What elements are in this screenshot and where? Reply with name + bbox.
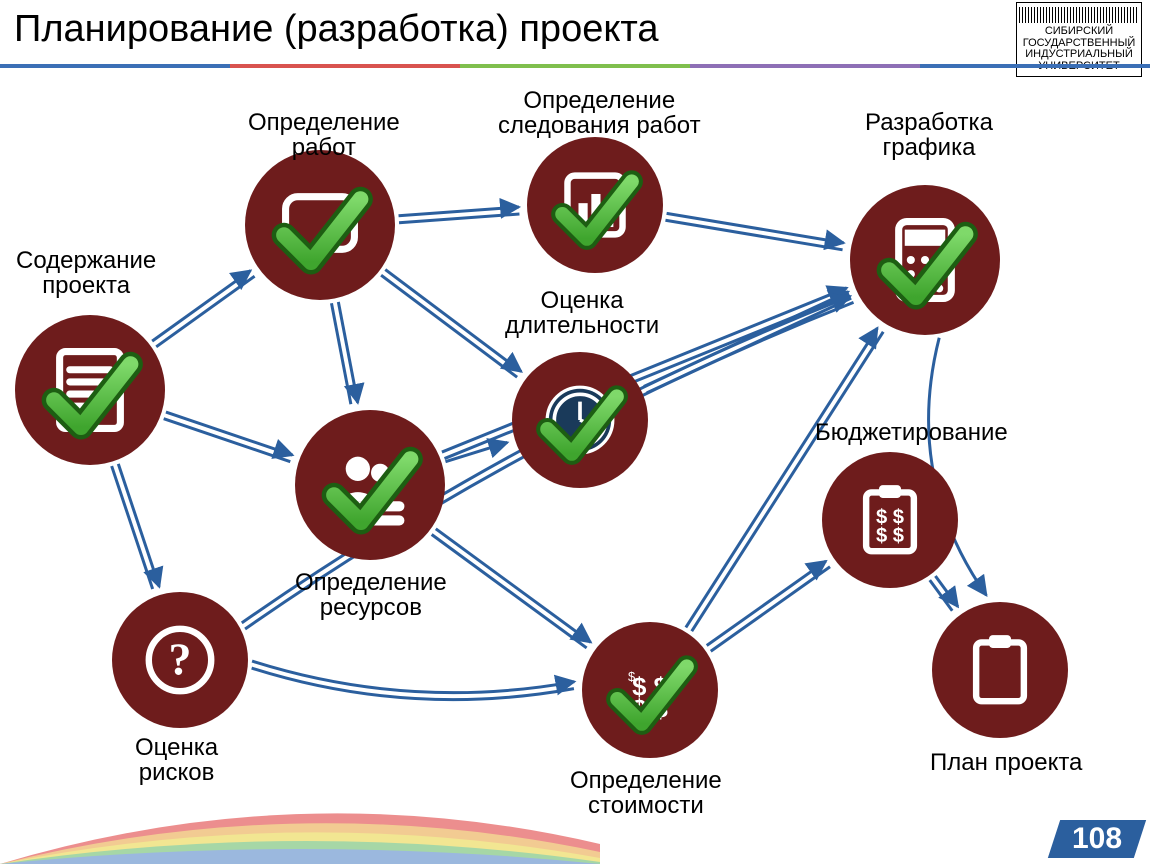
node-label-sched: Разработка графика bbox=[865, 110, 993, 160]
node-label-scope: Содержание проекта bbox=[16, 248, 156, 298]
node-label-budget: Бюджетирование bbox=[815, 420, 1008, 445]
node-budget: $ $$ $ bbox=[822, 452, 958, 588]
node-plan bbox=[932, 602, 1068, 738]
node-label-res: Определение ресурсов bbox=[295, 570, 447, 620]
node-cost: $ $$ $$$ bbox=[582, 622, 718, 758]
node-label-works: Определение работ bbox=[248, 110, 400, 160]
page-number: 108 bbox=[1048, 820, 1146, 858]
svg-text:$ $: $ $ bbox=[876, 525, 904, 547]
node-works bbox=[245, 150, 395, 300]
node-sched bbox=[850, 185, 1000, 335]
node-label-dur: Оценка длительности bbox=[505, 288, 659, 338]
rainbow-decoration bbox=[0, 794, 600, 864]
node-seq bbox=[527, 137, 663, 273]
node-label-seq: Определение следования работ bbox=[498, 88, 701, 138]
svg-text:?: ? bbox=[169, 634, 192, 685]
node-scope bbox=[15, 315, 165, 465]
node-risk: ? bbox=[112, 592, 248, 728]
node-dur bbox=[512, 352, 648, 488]
node-res bbox=[295, 410, 445, 560]
node-label-plan: План проекта bbox=[930, 750, 1082, 775]
node-label-risk: Оценка рисков bbox=[135, 735, 218, 785]
